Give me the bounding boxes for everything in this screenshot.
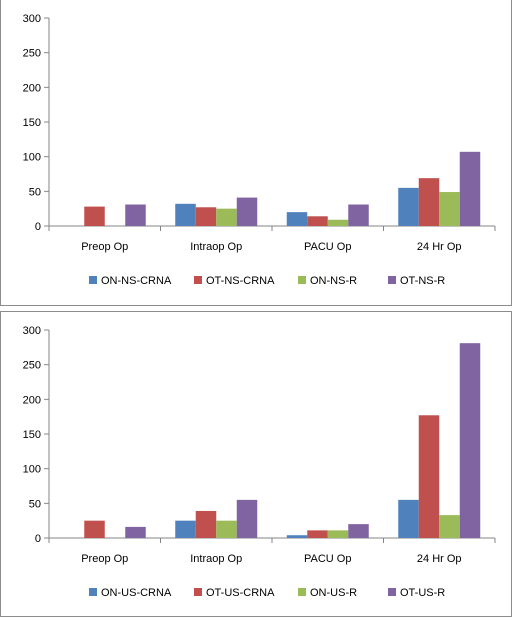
y-tick-label: 50 <box>29 186 41 198</box>
legend-swatch <box>388 588 396 596</box>
bar <box>398 187 419 226</box>
legend-label: OT-US-CRNA <box>206 587 275 599</box>
bar <box>195 207 217 226</box>
bar <box>236 499 258 538</box>
legend-label: OT-NS-R <box>400 275 445 287</box>
y-tick-label: 0 <box>35 221 41 233</box>
bar <box>175 520 196 538</box>
bar <box>439 192 460 226</box>
bar <box>307 216 328 226</box>
y-tick-label: 50 <box>29 498 41 510</box>
x-tick-label: Preop Op <box>81 553 128 565</box>
legend-swatch <box>89 276 97 284</box>
legend-swatch <box>194 276 202 284</box>
legend-label: OT-NS-CRNA <box>206 275 275 287</box>
legend-label: ON-US-R <box>310 587 357 599</box>
bar <box>286 212 308 226</box>
x-tick-label: 24 Hr Op <box>417 241 462 253</box>
y-tick-label: 0 <box>35 533 41 545</box>
legend-label: ON-NS-CRNA <box>101 275 172 287</box>
bar <box>84 520 105 538</box>
legend-swatch <box>194 588 202 596</box>
legend-swatch <box>388 276 396 284</box>
bar <box>327 530 349 538</box>
bar <box>216 208 237 226</box>
bar <box>418 415 440 538</box>
legend-label: OT-US-R <box>400 587 445 599</box>
x-tick-label: Preop Op <box>81 241 128 253</box>
y-tick-label: 200 <box>23 82 41 94</box>
bar <box>195 510 217 538</box>
bar-chart-bottom: 0 50 100 150 200 250 300 Preop Op Intraop Op PACU… <box>23 325 496 599</box>
y-tick-label: 200 <box>23 394 41 406</box>
bar <box>236 197 258 226</box>
legend-swatch <box>89 588 97 596</box>
legend-label: ON-NS-R <box>310 275 357 287</box>
x-tick-label: Intraop Op <box>190 241 242 253</box>
bar <box>348 204 369 226</box>
y-tick-label: 100 <box>23 464 41 476</box>
bar <box>348 524 369 538</box>
bar <box>216 520 237 538</box>
y-tick-label: 150 <box>23 429 41 441</box>
bar <box>439 515 460 538</box>
x-tick-label: Intraop Op <box>190 553 242 565</box>
x-tick-label: PACU Op <box>304 553 351 565</box>
chart-panel-bottom: 0 50 100 150 200 250 300 Preop Op Intraop Op PACU… <box>0 311 512 617</box>
bar <box>459 343 481 538</box>
y-tick-label: 250 <box>23 48 41 60</box>
bar <box>459 151 481 226</box>
legend-swatch <box>298 276 306 284</box>
bar <box>418 178 440 226</box>
y-tick-label: 300 <box>23 325 41 337</box>
y-tick-label: 150 <box>23 117 41 129</box>
bar <box>125 526 146 538</box>
bar <box>327 219 349 226</box>
bar <box>84 206 105 226</box>
y-tick-label: 250 <box>23 360 41 372</box>
legend-swatch <box>298 588 306 596</box>
bar <box>307 530 328 538</box>
bar <box>125 204 146 226</box>
bar <box>175 203 196 226</box>
bar <box>398 499 419 538</box>
y-tick-label: 300 <box>23 13 41 25</box>
y-tick-label: 100 <box>23 152 41 164</box>
chart-panel-top: 0 50 100 150 200 250 300 Preop Op Intraop Op PACU… <box>0 0 512 306</box>
x-tick-label: PACU Op <box>304 241 351 253</box>
bar-chart-top: 0 50 100 150 200 250 300 Preop Op Intraop Op PACU… <box>23 13 496 287</box>
legend-label: ON-US-CRNA <box>101 587 172 599</box>
x-tick-label: 24 Hr Op <box>417 553 462 565</box>
bar <box>286 535 308 538</box>
